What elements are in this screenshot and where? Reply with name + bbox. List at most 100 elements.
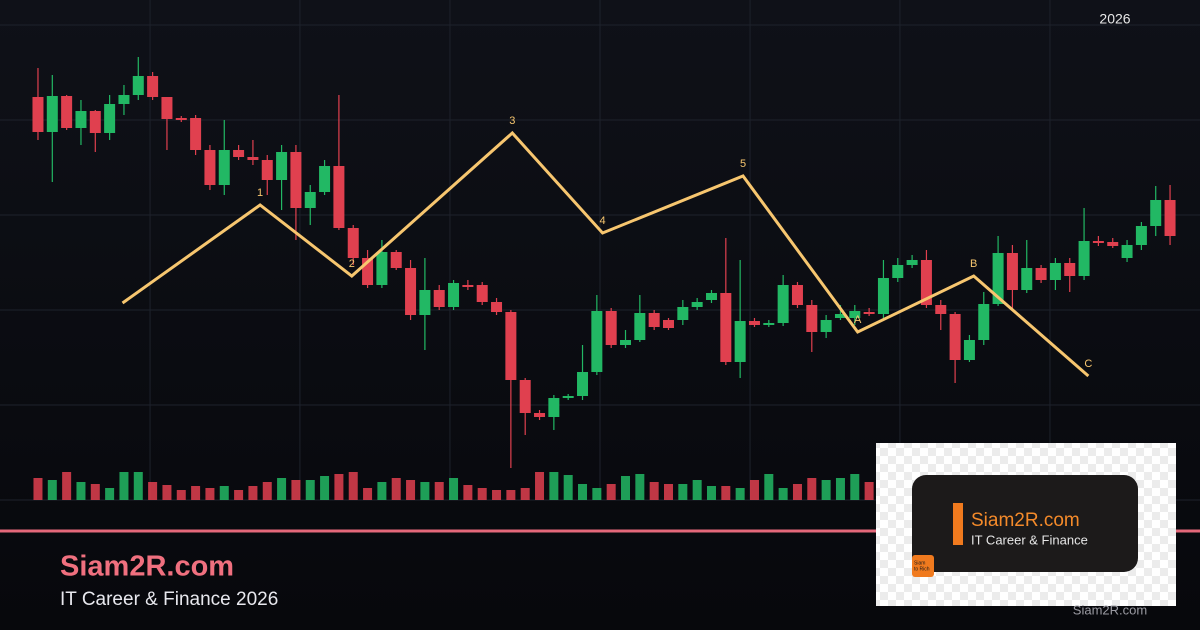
volume-bar [778, 488, 788, 500]
volume-bar [363, 488, 373, 500]
volume-bar [219, 486, 229, 500]
volume-bar [649, 482, 659, 500]
candle-body [175, 118, 187, 120]
logo-bar [953, 503, 963, 545]
candle-body [405, 268, 417, 315]
candle-layer [32, 57, 1176, 468]
volume-bar [621, 476, 631, 500]
candle-body [319, 166, 331, 192]
volume-bar [191, 486, 201, 500]
candle-body [376, 252, 388, 285]
logo-badge [912, 555, 934, 577]
candle-body [591, 311, 603, 372]
candle-body [104, 104, 116, 133]
wave-label: 4 [600, 215, 606, 227]
wave-label: C [1084, 358, 1092, 370]
volume-bar [320, 476, 330, 500]
volume-bar [850, 474, 860, 500]
candle-body [433, 290, 445, 307]
wave-label: 5 [740, 158, 746, 170]
candle-body [806, 305, 818, 332]
wave-line [121, 130, 1090, 378]
volume-bar [133, 472, 143, 500]
candle-body [1164, 200, 1176, 236]
candle-body [892, 265, 904, 278]
volume-bar [835, 478, 845, 500]
candle-body [1135, 226, 1147, 245]
candle-body [620, 340, 632, 345]
volume-bar [663, 484, 673, 500]
volume-bar [764, 474, 774, 500]
candle-body [662, 320, 674, 328]
volume-bar [692, 480, 702, 500]
candle-body [849, 311, 861, 318]
candle-body [705, 293, 717, 300]
candle-body [877, 278, 889, 314]
wave-label: B [970, 258, 977, 270]
volume-bar [162, 485, 172, 500]
candle-body [1035, 268, 1047, 280]
candle-body [32, 97, 44, 132]
logo-badge-bottom: to Rich [914, 566, 930, 572]
volume-bar [105, 488, 115, 500]
candle-body [1150, 200, 1162, 226]
wave-label: A [854, 314, 862, 326]
logo-card [912, 475, 1138, 572]
candle-body [462, 285, 474, 287]
candle-body [261, 160, 273, 180]
candle-body [691, 302, 703, 307]
candle-body [204, 150, 216, 185]
volume-bar [492, 490, 502, 500]
volume-bar [406, 480, 416, 500]
candle-body [577, 372, 589, 396]
volume-bar [305, 480, 315, 500]
volume-bar [792, 484, 802, 500]
candle-body [648, 313, 660, 327]
wave-label: 3 [509, 115, 515, 127]
candle-body [233, 150, 245, 157]
brand-site: Siam2R.com [60, 551, 234, 583]
candle-body [1049, 263, 1061, 280]
candle-body [935, 305, 947, 314]
volume-bar [678, 484, 688, 500]
volume-bar [119, 472, 129, 500]
volume-bar [47, 480, 57, 500]
candle-body [720, 293, 732, 362]
candle-body [834, 314, 846, 318]
volume-bar [463, 485, 473, 500]
volume-bar [721, 486, 731, 500]
volume-bar [592, 488, 602, 500]
volume-bar [535, 472, 545, 500]
volume-bar [248, 486, 258, 500]
logo-caption: Siam2R.com [1073, 602, 1147, 617]
candle-body [820, 320, 832, 332]
candle-body [1107, 242, 1119, 246]
volume-bar [606, 484, 616, 500]
candle-body [190, 118, 202, 150]
volume-bar [735, 488, 745, 500]
volume-bar [176, 490, 186, 500]
candle-body [634, 313, 646, 340]
candle-body [390, 252, 402, 268]
volume-bar [348, 472, 358, 500]
candle-body [218, 150, 230, 185]
volume-bar [205, 488, 215, 500]
candle-body [906, 260, 918, 265]
candle-body [1078, 241, 1090, 276]
candle-body [677, 307, 689, 320]
volume-bar [90, 484, 100, 500]
candle-body [605, 311, 617, 345]
candle-body [1064, 263, 1076, 276]
candle-body [75, 111, 87, 128]
candle-body [562, 396, 574, 398]
volume-bar [449, 478, 459, 500]
volume-bar [76, 482, 86, 500]
volume-bar [749, 480, 759, 500]
candle-body [448, 283, 460, 307]
candle-body [419, 290, 431, 315]
volume-bar [391, 478, 401, 500]
candle-body [304, 192, 316, 208]
grid [0, 0, 1200, 501]
candle-body [118, 95, 130, 104]
